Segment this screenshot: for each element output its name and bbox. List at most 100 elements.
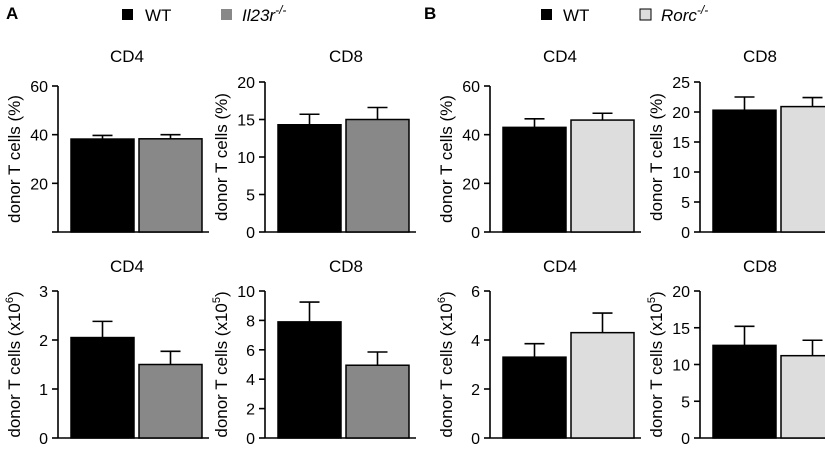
chart-title: CD8	[329, 47, 363, 66]
y-tick-label: 2	[471, 382, 480, 399]
y-tick-label: 10	[672, 165, 690, 182]
y-tick-label: 2	[246, 402, 255, 419]
y-axis-label: donor T cells (%)	[437, 95, 456, 223]
bar-wt	[712, 344, 777, 439]
y-tick-label: 40	[462, 128, 480, 145]
bar-ko	[138, 363, 203, 439]
bar-ko	[780, 105, 825, 233]
y-axis-label-close: )	[212, 291, 231, 297]
y-tick-label: 60	[462, 79, 480, 96]
chart-title: CD8	[743, 47, 777, 66]
chart-6: CD8 0 2 4 6 8 10 donor T cells (x105)	[211, 257, 416, 448]
y-tick-label: 5	[246, 188, 255, 205]
bar-wt	[70, 138, 135, 233]
y-tick-label: 20	[462, 176, 480, 193]
bar-wt	[277, 124, 342, 233]
y-tick-label: 5	[681, 195, 690, 212]
bar-wt	[502, 356, 567, 439]
y-axis-label-main: donor T cells (x10	[5, 303, 24, 438]
y-tick-label: 0	[681, 431, 690, 448]
y-tick-label: 10	[237, 284, 255, 301]
y-tick-label: 4	[246, 372, 255, 389]
y-axis-label-exp: 5	[646, 297, 658, 303]
y-tick-label: 4	[471, 333, 480, 350]
y-tick-label: 0	[681, 225, 690, 242]
chart-title: CD4	[110, 47, 144, 66]
bar-wt	[712, 109, 777, 233]
y-axis-label-exp: 6	[436, 297, 448, 303]
chart-3: CD4 0 20 40 60 donor T cells (%)	[437, 47, 641, 242]
y-axis-label-main: donor T cells (x10	[647, 303, 666, 438]
legend-text-wt-b: WT	[563, 6, 589, 25]
chart-title: CD4	[543, 257, 577, 276]
bar-wt	[70, 336, 135, 439]
panel-label-b: B	[424, 4, 436, 23]
y-axis-label: donor T cells (%)	[212, 93, 231, 221]
y-tick-label: 15	[672, 321, 690, 338]
chart-title: CD8	[329, 257, 363, 276]
y-axis-label-main: donor T cells (x10	[212, 303, 231, 438]
y-axis-label-main: donor T cells (x10	[437, 303, 456, 438]
bar-wt	[277, 321, 342, 439]
chart-title: CD4	[543, 47, 577, 66]
y-tick-label: 10	[672, 358, 690, 375]
bar-ko	[345, 118, 410, 233]
y-tick-label: 6	[471, 284, 480, 301]
y-axis-label: donor T cells (%)	[647, 93, 666, 221]
y-axis-label: donor T cells (x105)	[211, 291, 231, 437]
y-tick-label: 6	[246, 343, 255, 360]
y-tick-label: 0	[246, 431, 255, 448]
y-axis-label-exp: 5	[211, 297, 223, 303]
legend-text-wt-a: WT	[145, 6, 171, 25]
y-tick-label: 8	[246, 313, 255, 330]
legend-text-il23r: Il23r-/-	[242, 3, 286, 25]
bar-ko	[570, 119, 635, 233]
y-tick-label: 0	[39, 431, 48, 448]
chart-4: CD8 0 5 10 15 20 25 donor T cells (%)	[647, 47, 825, 242]
bar-ko	[345, 364, 410, 439]
legend-text-rorc: Rorc-/-	[661, 3, 708, 25]
legend-text-rorc-name: Rorc	[661, 6, 697, 25]
y-tick-label: 2	[39, 333, 48, 350]
y-axis-label-close: )	[647, 291, 666, 297]
panel-label-a: A	[6, 4, 18, 23]
chart-2: CD8 0 5 10 15 20 donor T cells (%)	[212, 47, 416, 242]
y-tick-label: 20	[672, 284, 690, 301]
legend-text-rorc-sup: -/-	[697, 3, 708, 17]
y-axis-label-close: )	[5, 291, 24, 297]
legend-text-il23r-name: Il23r	[242, 6, 276, 25]
bar-ko	[138, 138, 203, 233]
y-axis-label-exp: 6	[4, 297, 16, 303]
chart-title: CD8	[743, 257, 777, 276]
y-axis-label: donor T cells (%)	[5, 95, 24, 223]
y-tick-label: 10	[237, 150, 255, 167]
legend-text-il23r-sup: -/-	[275, 3, 286, 17]
y-tick-label: 0	[246, 225, 255, 242]
legend-swatch-il23r	[221, 9, 232, 20]
y-tick-label: 0	[471, 225, 480, 242]
y-tick-label: 20	[30, 176, 48, 193]
y-tick-label: 15	[672, 135, 690, 152]
bar-wt	[502, 126, 567, 233]
legend-swatch-wt-b	[541, 9, 552, 20]
y-tick-label: 15	[237, 113, 255, 130]
y-tick-label: 5	[681, 394, 690, 411]
chart-title: CD4	[110, 257, 144, 276]
y-tick-label: 40	[30, 128, 48, 145]
chart-5: CD4 0 1 2 3 donor T cells (x106)	[4, 257, 209, 448]
bar-ko	[780, 354, 825, 439]
bar-ko	[570, 331, 635, 439]
y-tick-label: 3	[39, 284, 48, 301]
legend-swatch-rorc	[639, 8, 652, 21]
y-axis-label: donor T cells (x106)	[436, 291, 456, 437]
y-tick-label: 20	[672, 105, 690, 122]
y-axis-label-close: )	[437, 291, 456, 297]
legend-swatch-wt-a	[122, 9, 133, 20]
y-axis-label: donor T cells (x106)	[4, 291, 24, 437]
chart-1: CD4 20 40 60 donor T cells (%)	[5, 47, 209, 233]
y-axis-label: donor T cells (x105)	[646, 291, 666, 437]
